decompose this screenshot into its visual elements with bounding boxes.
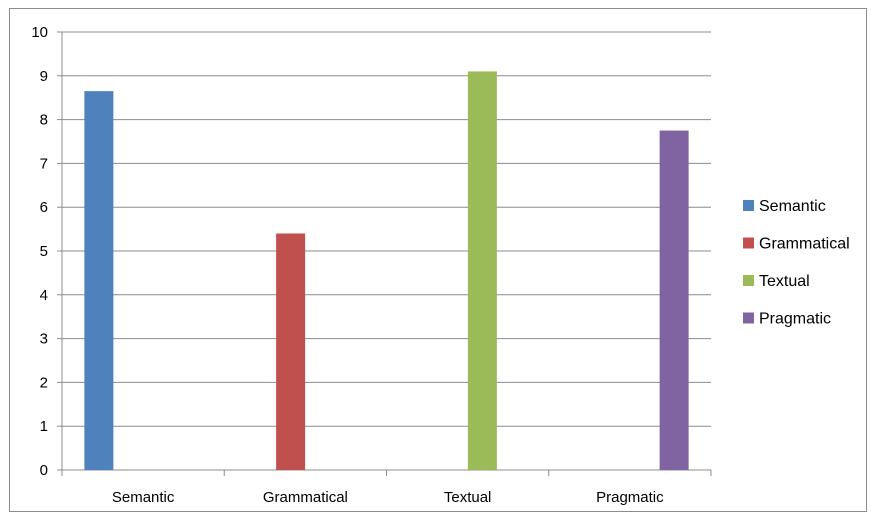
axes	[57, 31, 712, 476]
gridlines	[62, 31, 711, 427]
legend: Semantic Grammatical Textual Pragmatic	[743, 198, 850, 328]
y-tick-label: 7	[40, 155, 48, 172]
x-tick-label: Grammatical	[263, 489, 348, 506]
y-tick-label: 3	[40, 331, 48, 348]
y-tick-label: 8	[40, 112, 48, 129]
legend-label-pragmatic: Pragmatic	[759, 311, 831, 328]
x-tick-label: Semantic	[112, 489, 175, 506]
x-tick-label: Textual	[444, 489, 492, 506]
legend-label-grammatical: Grammatical	[759, 236, 850, 253]
legend-label-semantic: Semantic	[759, 198, 826, 215]
y-tick-label: 1	[40, 418, 48, 435]
legend-swatch-semantic	[743, 200, 754, 211]
x-axis-tick-labels: Semantic Grammatical Textual Pragmatic	[112, 489, 664, 506]
legend-swatch-pragmatic	[743, 312, 754, 324]
y-tick-label: 10	[31, 24, 48, 41]
chart-frame	[9, 8, 867, 512]
y-tick-label: 6	[40, 199, 48, 216]
y-tick-label: 9	[40, 68, 48, 85]
bar-pragmatic	[659, 130, 689, 471]
y-tick-label: 4	[40, 287, 48, 304]
y-tick-label: 2	[40, 374, 48, 391]
y-axis-tick-labels: 0 1 2 3 4 5 6 7 8 9 10	[31, 24, 48, 479]
y-tick-label: 5	[40, 243, 48, 260]
legend-swatch-grammatical	[743, 237, 754, 249]
bars	[84, 71, 689, 471]
y-tick-label: 0	[40, 462, 48, 479]
bar-textual	[467, 71, 497, 471]
bar-semantic	[84, 91, 114, 470]
legend-swatch-textual	[743, 275, 754, 286]
bar-grammatical	[276, 233, 306, 470]
x-tick-label: Pragmatic	[596, 489, 664, 506]
legend-label-textual: Textual	[759, 273, 810, 290]
